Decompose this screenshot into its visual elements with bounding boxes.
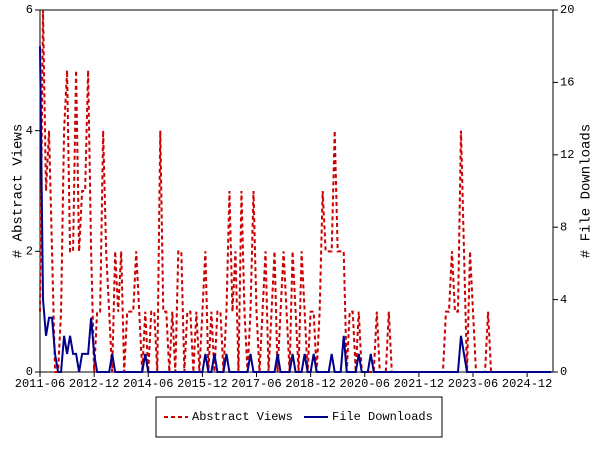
y-tick-label: 4 — [26, 124, 33, 138]
x-tick-label: 2014-06 — [123, 377, 173, 391]
x-tick-label: 2024-12 — [502, 377, 552, 391]
data-line — [39, 9, 552, 373]
x-tick-label: 2018-12 — [285, 377, 335, 391]
x-tick-label: 2021-12 — [394, 377, 444, 391]
y-tick-label: 0 — [26, 365, 33, 379]
x-tick-label: 2020-06 — [340, 377, 390, 391]
legend-label: File Downloads — [332, 410, 433, 424]
x-tick-label: 2017-06 — [231, 377, 281, 391]
x-tick-label: 2012-12 — [69, 377, 119, 391]
y2-tick-label: 4 — [560, 293, 567, 307]
y2-tick-label: 16 — [560, 76, 574, 90]
legend-label: Abstract Views — [192, 410, 293, 424]
legend — [155, 396, 443, 438]
y2-axis-label: # File Downloads — [579, 124, 595, 258]
y2-tick-label: 20 — [560, 3, 574, 17]
x-tick-label: 2023-06 — [448, 377, 498, 391]
y2-tick-label: 0 — [560, 365, 567, 379]
y2-tick-label: 12 — [560, 148, 574, 162]
x-tick-label: 2015-12 — [177, 377, 227, 391]
data-line — [39, 46, 552, 373]
y-tick-label: 2 — [26, 245, 33, 259]
y2-tick-label: 8 — [560, 220, 567, 234]
x-tick-label: 2011-06 — [15, 377, 65, 391]
y-axis-label: # Abstract Views — [11, 124, 27, 258]
y-tick-label: 6 — [26, 3, 33, 17]
